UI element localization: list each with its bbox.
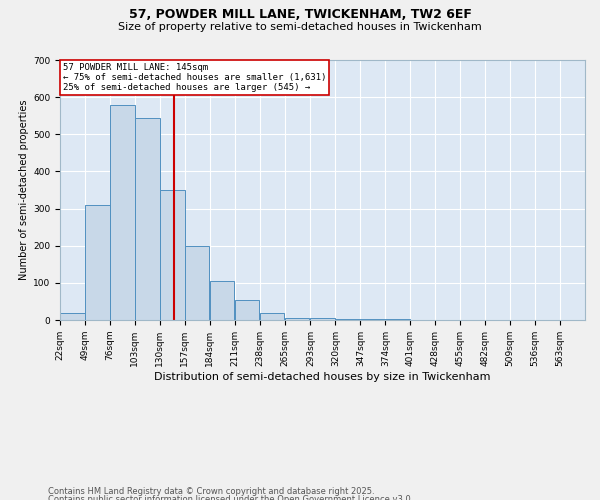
Bar [335,319,360,320]
Bar [160,190,185,320]
Bar [85,205,110,320]
Text: Contains public sector information licensed under the Open Government Licence v3: Contains public sector information licen… [48,495,413,500]
Bar [135,118,160,320]
Bar [260,312,284,320]
Bar [210,281,235,320]
Bar [310,318,335,320]
Text: Contains HM Land Registry data © Crown copyright and database right 2025.: Contains HM Land Registry data © Crown c… [48,488,374,496]
Bar [284,318,309,320]
X-axis label: Distribution of semi-detached houses by size in Twickenham: Distribution of semi-detached houses by … [154,372,491,382]
Bar [110,104,134,320]
Text: Size of property relative to semi-detached houses in Twickenham: Size of property relative to semi-detach… [118,22,482,32]
Bar [185,246,209,320]
Bar [60,312,85,320]
Text: 57 POWDER MILL LANE: 145sqm
← 75% of semi-detached houses are smaller (1,631)
25: 57 POWDER MILL LANE: 145sqm ← 75% of sem… [62,62,326,92]
Text: 57, POWDER MILL LANE, TWICKENHAM, TW2 6EF: 57, POWDER MILL LANE, TWICKENHAM, TW2 6E… [128,8,472,20]
Y-axis label: Number of semi-detached properties: Number of semi-detached properties [19,100,29,280]
Bar [235,300,259,320]
